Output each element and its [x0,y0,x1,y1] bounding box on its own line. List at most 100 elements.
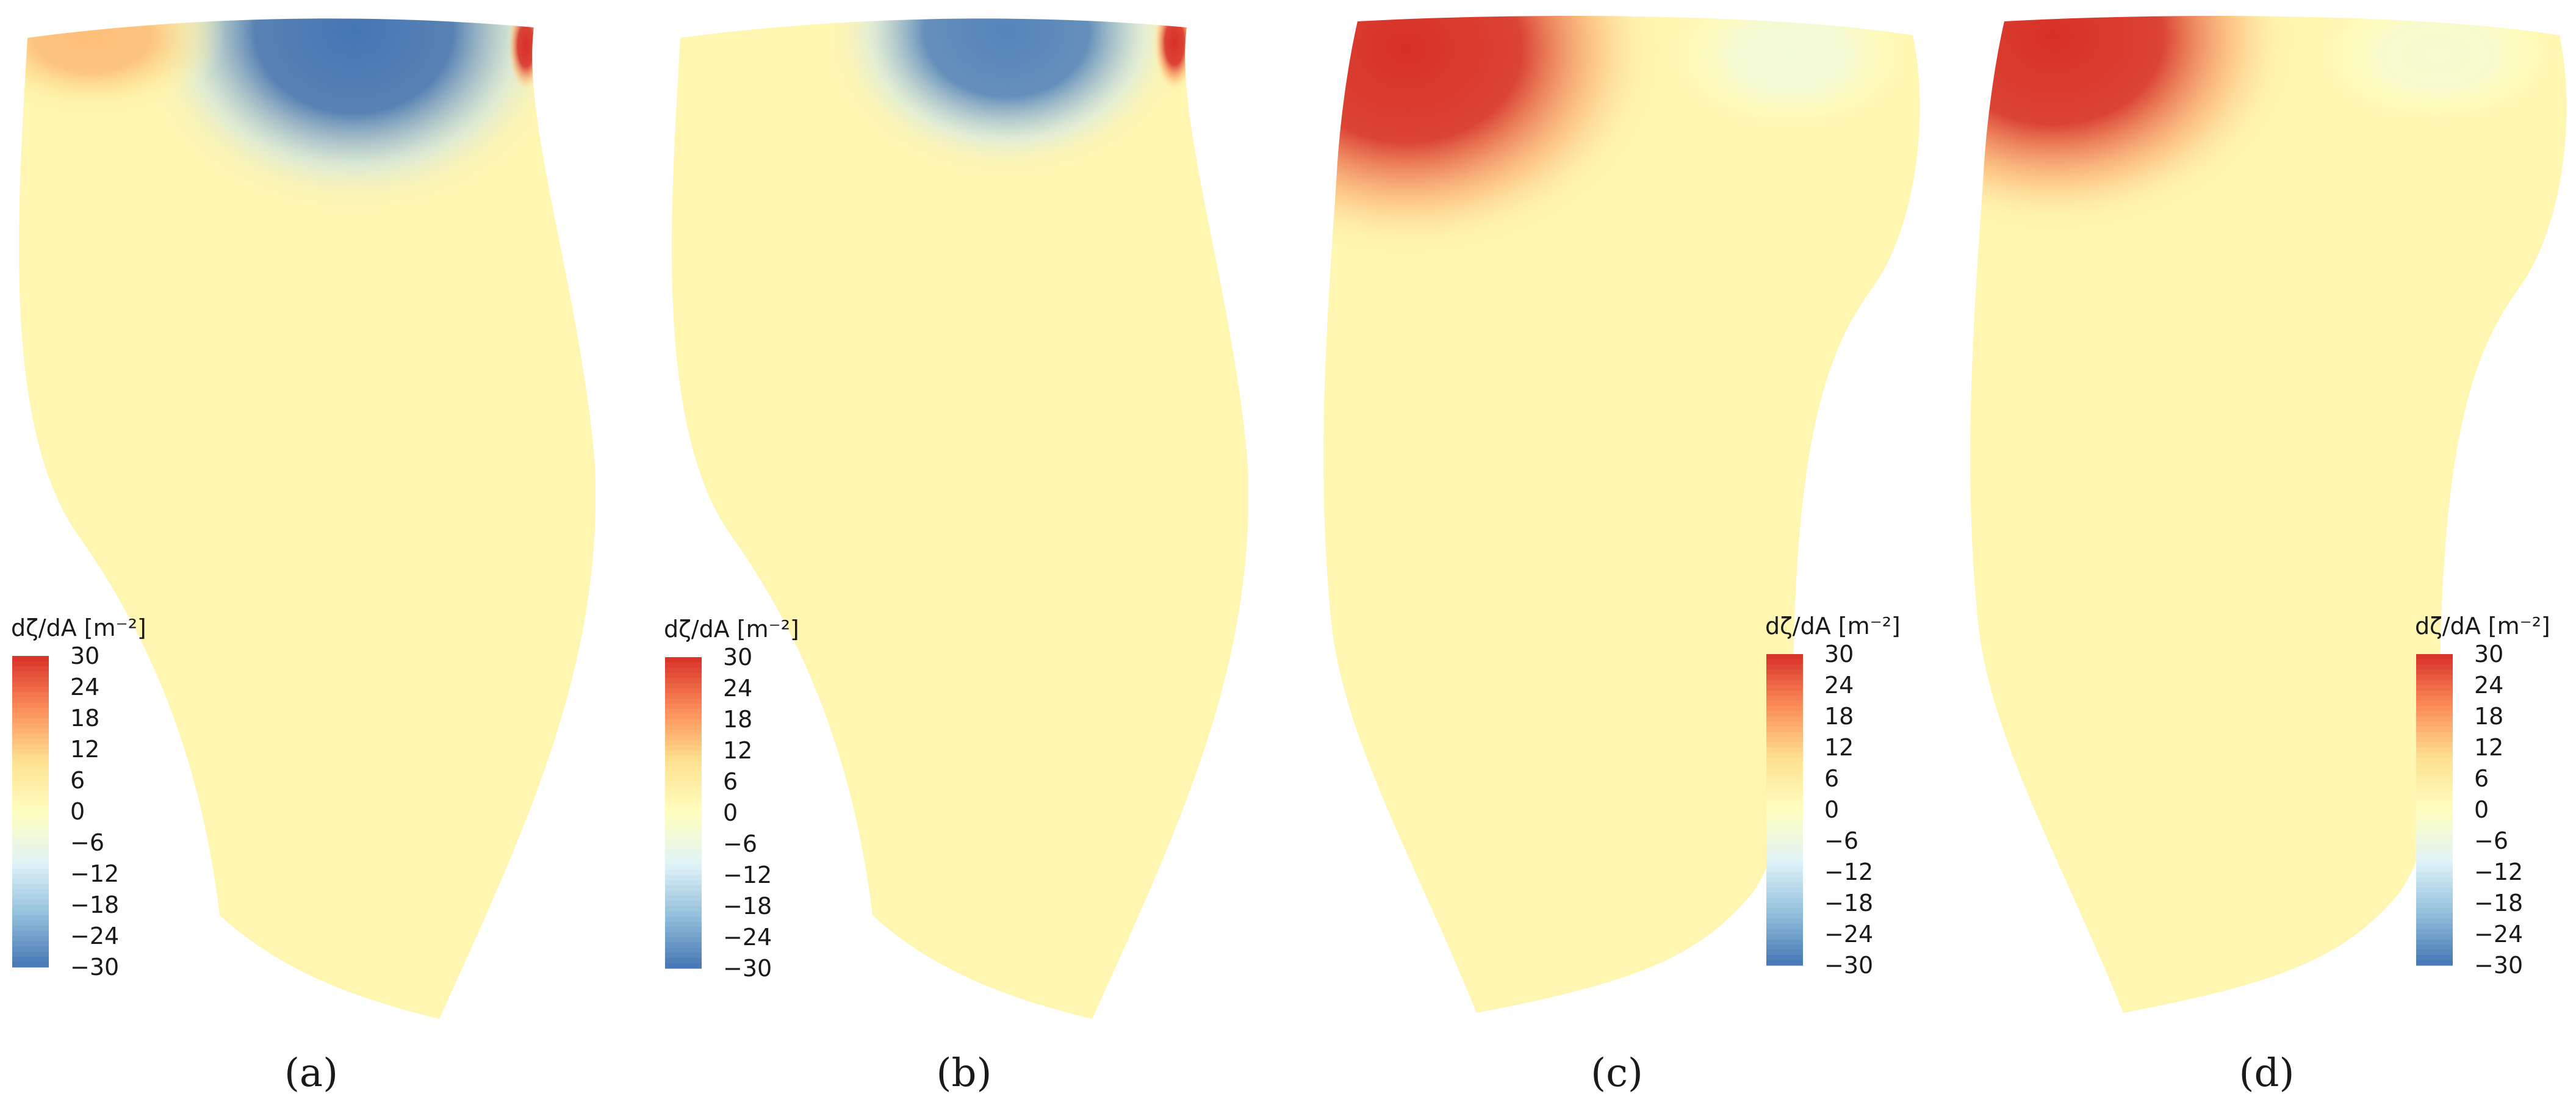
field-feature-top-left [1970,16,2297,232]
colorbar-swatch [2416,924,2453,930]
colorbar-swatch [12,775,49,781]
colorbar-swatch [12,697,49,704]
colorbar-swatch [665,823,702,829]
colorbar-tick-label: 6 [2474,765,2489,792]
colorbar-swatch [12,822,49,828]
colorbar-swatch [665,921,702,927]
colorbar-swatch [2416,862,2453,868]
colorbar-swatch [1766,794,1803,800]
colorbar-swatch [2416,669,2453,675]
panel-b: dζ/dA [m⁻²]30 24 18 12 6 0 −6 −12 −18 −24 −30 (b) [664,18,1249,1096]
colorbar-swatch [2416,664,2453,671]
colorbar-swatch [1766,830,1803,837]
colorbar-swatch [12,889,49,895]
colorbar-swatch [665,735,702,741]
colorbar-swatch [12,879,49,885]
colorbar-tick-label: −6 [723,830,757,857]
colorbar-tick-label: 30 [723,644,752,671]
panel-label: (d) [2239,1051,2295,1096]
colorbar-swatch [1766,768,1803,774]
colorbar-swatch [665,901,702,907]
colorbar-swatch [12,946,49,952]
colorbar-swatch [12,708,49,714]
field-feature-top-center [134,18,574,214]
colorbar-swatch [665,869,702,876]
colorbar-swatch [12,827,49,833]
colorbar-swatch [12,837,49,843]
colorbar-swatch [1766,737,1803,743]
colorbar-swatch [1766,903,1803,909]
colorbar-swatch [2416,960,2453,966]
colorbar-swatch [1766,887,1803,893]
colorbar-swatch [665,859,702,865]
colorbar-tick-label: 30 [2474,641,2503,668]
colorbar-swatch [1766,706,1803,712]
colorbar-swatch [12,863,49,869]
colorbar-tick-label: −12 [723,862,772,888]
colorbar-swatch [1766,810,1803,816]
colorbar-swatch [665,849,702,855]
colorbar-swatch [12,905,49,911]
colorbar-title: dζ/dA [m⁻²] [2415,613,2550,639]
colorbar-swatch [2416,727,2453,733]
colorbar-swatch [1766,680,1803,686]
colorbar-swatch [665,776,702,782]
colorbar-swatch [2416,804,2453,810]
colorbar-swatch [2416,918,2453,924]
colorbar-tick-label: −18 [2474,890,2523,916]
field-feature-top-left [1323,16,1663,256]
colorbar-tick-label: 24 [1824,672,1854,699]
colorbar-swatch [2416,732,2453,738]
colorbar-swatch [12,671,49,677]
colorbar-swatch [2416,742,2453,748]
colorbar-swatch [1766,815,1803,821]
colorbar-swatch [1766,960,1803,966]
colorbar-tick-label: 0 [1824,796,1839,823]
colorbar-swatch [2416,768,2453,774]
colorbar-swatch [665,833,702,840]
colorbar-swatch [665,766,702,772]
colorbar-swatch [1766,949,1803,956]
colorbar-swatch [2416,841,2453,847]
colorbar-swatch [2416,887,2453,893]
colorbar-swatch [12,713,49,719]
colorbar-tick-label: −12 [70,860,119,887]
colorbar-swatch [2416,763,2453,769]
colorbar-swatch [2416,955,2453,961]
colorbar-swatch [665,693,702,699]
colorbar-swatch [2416,835,2453,841]
colorbar-swatch [2416,794,2453,800]
colorbar-tick-label: 0 [2474,796,2489,823]
colorbar-tick-label: 30 [1824,641,1854,668]
colorbar-swatch [665,730,702,736]
colorbar-title: dζ/dA [m⁻²] [664,616,799,642]
colorbar-swatch [2416,908,2453,914]
colorbar-swatch [665,672,702,678]
colorbar-swatch [1766,893,1803,899]
colorbar-swatch [665,844,702,850]
colorbar-swatch [1766,685,1803,691]
colorbar-swatch [2416,893,2453,899]
colorbar-swatch [2416,711,2453,717]
colorbar-swatch [2416,752,2453,758]
panel-a: dζ/dA [m⁻²]30 24 18 12 6 0 −6 −12 −18 −24 −30 (a) [11,18,596,1096]
colorbar-swatch [2416,939,2453,945]
colorbar-swatch [2416,898,2453,904]
panel-c: dζ/dA [m⁻²]30 24 18 12 6 0 −6 −12 −18 −24 −30 (c) [1323,16,1920,1096]
colorbar-swatch [1766,846,1803,852]
colorbar-swatch [1766,856,1803,862]
colorbar-tick-label: 18 [70,705,99,732]
colorbar-swatch [1766,716,1803,722]
colorbar-swatch [12,780,49,786]
colorbar-swatch [12,843,49,849]
colorbar-swatch [1766,841,1803,847]
colorbar-swatch [1766,664,1803,671]
colorbar-swatch [665,875,702,881]
colorbar-swatch [2416,783,2453,790]
colorbar-swatch [2416,830,2453,837]
colorbar-swatch [12,744,49,750]
colorbar-swatch [12,801,49,807]
colorbar-swatch [2416,773,2453,779]
field-feature-top-right-edge [1153,18,1196,92]
colorbar-swatch [1766,727,1803,733]
